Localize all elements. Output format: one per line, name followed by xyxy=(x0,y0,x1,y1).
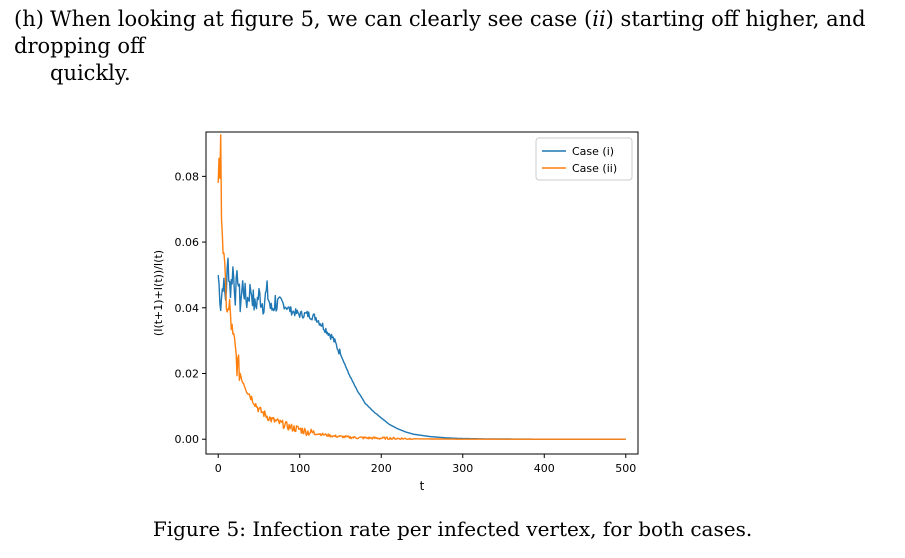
legend-label: Case (i) xyxy=(572,145,614,158)
infection-rate-chart: 0 100 200 300 400 500 0.000.020.040.060.08 t … xyxy=(152,131,639,493)
legend-label: Case (ii) xyxy=(572,162,617,175)
y-tick-label: 0.06 xyxy=(175,236,200,249)
figure-caption: Figure 5: Infection rate per infected ve… xyxy=(152,517,753,541)
y-tick-label: 0.02 xyxy=(175,368,200,381)
case-symbol: ii xyxy=(592,7,606,31)
x-tick-label: 100 xyxy=(289,462,310,475)
x-axis-label: t xyxy=(420,479,425,493)
paragraph-line-2: quickly. xyxy=(50,61,131,85)
x-axis-ticks: 0 100 200 300 400 500 xyxy=(215,454,636,475)
series-line-2 xyxy=(217,134,626,440)
y-tick-label: 0.00 xyxy=(175,433,200,446)
y-axis-ticks: 0.00 0.02 0.04 0.06 0.08 xyxy=(175,170,206,446)
legend-box xyxy=(535,137,633,181)
text-before: When looking at figure 5, we can clearly… xyxy=(50,7,593,31)
y-axis-label: (I(t+1)+I(t))/I(t) xyxy=(152,250,165,336)
text-after: ) starting off higher, and dropping off xyxy=(14,7,866,58)
series-layer xyxy=(217,134,626,440)
x-tick-label: 0 xyxy=(215,462,222,475)
legend: Case (i) Case (ii) xyxy=(535,137,633,181)
x-tick-label: 400 xyxy=(534,462,555,475)
paragraph-line-1: (h) When looking at figure 5, we can clea… xyxy=(14,6,894,60)
x-tick-label: 300 xyxy=(452,462,473,475)
y-tick-label: 0.08 xyxy=(175,170,200,183)
x-tick-label: 500 xyxy=(615,462,636,475)
y-tick-label: 0.04 xyxy=(175,302,200,315)
x-tick-label: 200 xyxy=(371,462,392,475)
figure-5: 0 100 200 300 400 500 0.00 0.02 0.04 0.06 0.08 t … xyxy=(140,120,660,515)
item-label: (h) xyxy=(14,7,44,31)
plot-frame xyxy=(205,131,639,455)
paragraph-item-h: (h) When looking at figure 5, we can clea… xyxy=(14,6,894,87)
series-line-1 xyxy=(217,257,626,440)
